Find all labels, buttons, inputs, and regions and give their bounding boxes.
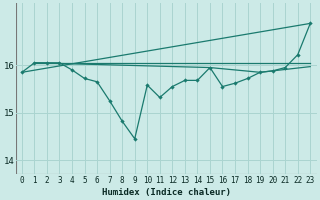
X-axis label: Humidex (Indice chaleur): Humidex (Indice chaleur) [101,188,231,197]
